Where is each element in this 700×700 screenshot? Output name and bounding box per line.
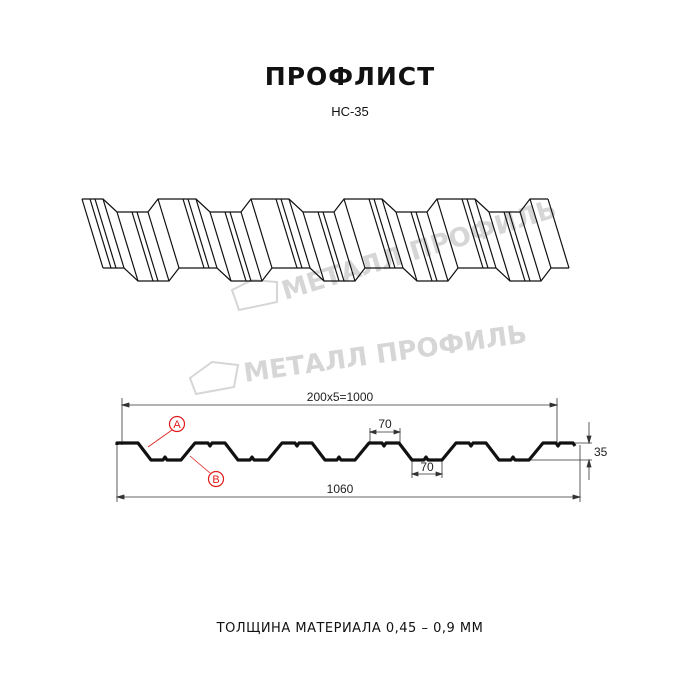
dimension-label-total: 1060 bbox=[327, 482, 354, 496]
page-title: ПРОФЛИСТ bbox=[264, 62, 436, 91]
sheet-rib-line bbox=[368, 198, 391, 269]
sheet-ridge-line bbox=[436, 198, 459, 269]
arrow-icon bbox=[120, 402, 559, 408]
sheet-ridge-line bbox=[250, 198, 273, 269]
callout-b-label: B bbox=[212, 474, 219, 486]
sheet-rib-line bbox=[229, 211, 252, 282]
sheet-bottom-edge bbox=[103, 267, 569, 282]
sheet-ridge-line bbox=[474, 198, 497, 269]
sheet-rib-line bbox=[415, 211, 438, 282]
sheet-rib-line bbox=[317, 211, 340, 282]
watermark-text: МЕТАЛЛ ПРОФИЛЬ bbox=[242, 319, 529, 388]
sheet-rib-line bbox=[224, 211, 247, 282]
sheet-rib-line bbox=[182, 198, 205, 269]
watermark-text: МЕТАЛЛ ПРОФИЛЬ bbox=[278, 195, 560, 307]
sheet-rib-line bbox=[131, 211, 154, 282]
sheet-rib-line bbox=[280, 198, 303, 269]
sheet-ridge-line bbox=[333, 211, 356, 282]
sheet-rib-line bbox=[461, 198, 484, 269]
sheet-rib-line bbox=[373, 198, 396, 269]
sheet-rib-line bbox=[322, 211, 345, 282]
sheet-ridge-line bbox=[195, 198, 218, 269]
sheet-rib-line bbox=[275, 198, 298, 269]
sheet-ridge-line bbox=[288, 198, 311, 269]
callout-b: B bbox=[189, 455, 225, 488]
sheet-ridge-line bbox=[302, 211, 325, 282]
callout-a-label: A bbox=[173, 419, 181, 431]
sheet-rib-line bbox=[136, 211, 159, 282]
sheet-ridge-line bbox=[519, 211, 542, 282]
sheet-rib-line bbox=[94, 198, 117, 269]
sheet-rib-line bbox=[89, 198, 112, 269]
sheet-rib-line bbox=[410, 211, 433, 282]
sheet-ridge-line bbox=[116, 211, 139, 282]
sheet-ridge-line bbox=[209, 211, 232, 282]
sheet-ridge-line bbox=[395, 211, 418, 282]
sheet-rib-line bbox=[466, 198, 489, 269]
sheet-ridge-line bbox=[343, 198, 366, 269]
dimension-label-pitch: 200x5=1000 bbox=[307, 390, 374, 404]
dimension-label-bottom-flat: 70 bbox=[420, 460, 434, 474]
sheet-ridge-line bbox=[529, 198, 552, 269]
sheet-ridge-line bbox=[81, 198, 104, 269]
arrow-icon bbox=[115, 494, 582, 500]
sheet-ridge-line bbox=[240, 211, 263, 282]
callout-a: A bbox=[147, 415, 186, 448]
dimension-label-top-flat: 70 bbox=[378, 417, 392, 431]
material-thickness: ТОЛЩИНА МАТЕРИАЛА 0,45 – 0,9 ММ bbox=[216, 621, 484, 636]
arrow-icon bbox=[368, 429, 402, 435]
sheet-ridge-line bbox=[147, 211, 170, 282]
sheet-ridge-line bbox=[488, 211, 511, 282]
sheet-rib-line bbox=[508, 211, 531, 282]
sheet-ridge-line bbox=[426, 211, 449, 282]
sheet-cross-section bbox=[115, 441, 577, 462]
dimension-label-height: 35 bbox=[594, 445, 608, 459]
arrow-icon bbox=[410, 471, 444, 477]
sheet-ridge-line bbox=[157, 198, 180, 269]
watermark-logo-lower: МЕТАЛЛ ПРОФИЛЬ bbox=[188, 319, 529, 396]
product-model: НС-35 bbox=[331, 104, 369, 119]
sheet-rib-line bbox=[187, 198, 210, 269]
sheet-ridge-line bbox=[547, 198, 570, 269]
sheet-ridge-line bbox=[381, 198, 404, 269]
sheet-ridge-line bbox=[102, 198, 125, 269]
arrow-icon bbox=[586, 435, 592, 468]
sheet-rib-line bbox=[503, 211, 526, 282]
sheet-isometric-view bbox=[81, 198, 570, 282]
